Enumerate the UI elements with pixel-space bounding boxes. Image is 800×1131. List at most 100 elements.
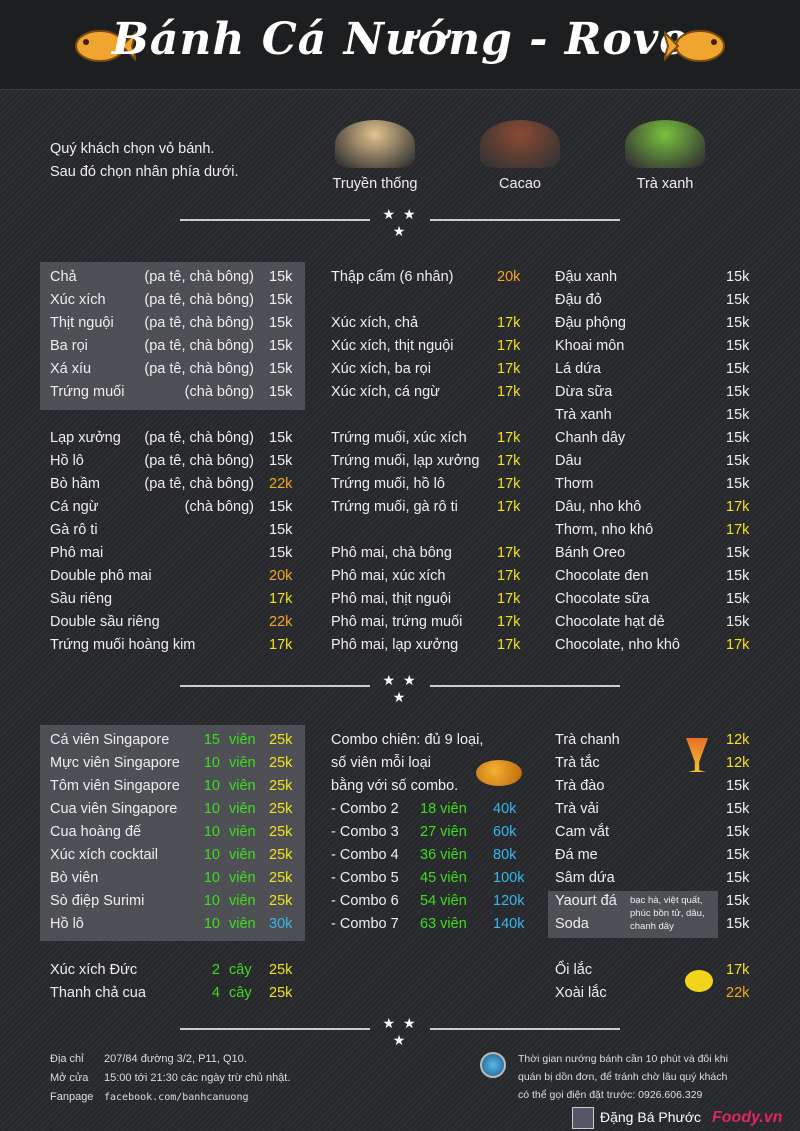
menu-item-price: 15k [269,269,293,285]
hours: 15:00 tới 21:30 các ngày trừ chủ nhật. [104,1072,291,1084]
combo-price: 120k [493,893,525,909]
menu-item-price: 15k [726,384,750,400]
menu-item-name: Bò viên [50,870,99,886]
divider-stars: ★ ★ ★ [180,672,620,705]
menu-item-price: 25k [269,824,293,840]
avatar[interactable] [572,1107,594,1129]
menu-item-name: Trà vải [555,801,599,817]
menu-item-name: Trứng muối hoàng kim [50,637,196,653]
menu-item-note: (pa tê, chà bông) [144,315,254,331]
fried-balls-icon [476,760,522,786]
menu-item-price: 15k [726,870,750,886]
menu-item-name: Xúc xích Đức [50,962,138,978]
crust-option[interactable]: Cacao [460,120,580,192]
crust-option[interactable]: Trà xanh [605,120,725,192]
menu-item-price: 15k [726,893,750,909]
menu-item-price: 22k [726,985,750,1001]
menu-item-price: 15k [726,916,750,932]
menu-item-price: 25k [269,732,293,748]
combo-intro: Combo chiên: đủ 9 loại, [331,732,484,748]
item-unit: viên [229,824,256,840]
menu-item-price: 15k [269,384,293,400]
menu-item-name: Chocolate đen [555,568,649,584]
fanpage-link[interactable]: facebook.com/banhcanuong [104,1092,249,1103]
combo-intro: số viên mỗi loại [331,755,431,771]
menu-item-price: 30k [269,916,293,932]
highlight-box [548,891,718,938]
menu-item-name: Trứng muối, hồ lô [331,476,445,492]
menu-item-name: Trà chanh [555,732,620,748]
menu-item-name: Dừa sữa [555,384,613,400]
menu-item-price: 17k [726,962,750,978]
item-quantity: 10 [203,778,220,794]
menu-item-price: 17k [497,476,521,492]
menu-item-name: Gà rô ti [50,522,98,538]
item-unit: cây [229,985,252,1001]
menu-item-price: 15k [269,361,293,377]
menu-item-price: 20k [497,269,521,285]
menu-item-name: Trứng muối [50,384,125,400]
menu-item-name: Xá xíu [50,361,92,377]
combo-name: - Combo 4 [331,847,399,863]
menu-item-name: Sò điệp Surimi [50,893,145,909]
menu-item-price: 25k [269,893,293,909]
fish-cake-icon [75,30,136,62]
combo-price: 40k [493,801,517,817]
item-quantity: 10 [203,755,220,771]
menu-item-name: Khoai môn [555,338,625,354]
menu-item-price: 17k [726,499,750,515]
menu-item-price: 12k [726,755,750,771]
item-quantity: 10 [203,870,220,886]
item-quantity: 2 [211,962,220,978]
menu-item-name: Mực viên Singapore [50,755,180,771]
crust-powder-image [625,120,705,168]
menu-item-name: Cá viên Singapore [50,732,170,748]
combo-count: 36 viên [420,847,467,863]
menu-item-price: 17k [497,384,521,400]
menu-item-price: 17k [497,315,521,331]
menu-item-price: 17k [497,568,521,584]
menu-item-name: Xúc xích [50,292,106,308]
divider-stars: ★ ★ ★ [180,1015,620,1048]
menu-item-price: 15k [726,568,750,584]
item-quantity: 10 [203,916,220,932]
menu-item-price: 17k [497,430,521,446]
menu-item-name: Trứng muối, xúc xích [331,430,467,446]
menu-item-price: 15k [269,499,293,515]
menu-item-name: Chocolate, nho khô [555,637,680,653]
menu-item-price: 17k [269,591,293,607]
yaourt-flavors: chanh dây [630,921,674,932]
foody-watermark: Foody.vn [712,1109,783,1126]
menu-item-note: (chà bông) [184,384,254,400]
crust-label: Truyền thống [332,176,418,192]
divider-line [430,219,620,221]
menu-item-name: Trà tắc [555,755,600,771]
menu-item-price: 25k [269,962,293,978]
clock-icon [480,1052,506,1078]
divider-line [430,685,620,687]
star-icon: ★ ★ ★ [382,672,418,705]
item-quantity: 10 [203,824,220,840]
menu-item-name: Trà đào [555,778,605,794]
crust-powder-image [480,120,560,168]
menu-item-name: Bò hầm [50,476,100,492]
highlight-box [40,725,305,941]
menu-item-price: 17k [497,545,521,561]
menu-item-name: Phô mai, trứng muối [331,614,463,630]
divider-line [180,219,370,221]
crust-option[interactable]: Truyền thống [315,120,435,192]
star-icon: ★ ★ ★ [382,1015,418,1048]
menu-item-price: 15k [726,269,750,285]
combo-name: - Combo 3 [331,824,399,840]
uploader-name[interactable]: Đặng Bá Phước [600,1109,702,1125]
menu-item-price: 15k [726,361,750,377]
menu-item-price: 22k [269,614,293,630]
item-quantity: 10 [203,801,220,817]
menu-item-name: Chanh dây [555,430,626,446]
menu-item-name: Dâu, nho khô [555,499,642,515]
crust-label: Trà xanh [636,176,694,192]
item-unit: viên [229,778,256,794]
menu-item-name: Xoài lắc [555,985,607,1001]
combo-price: 140k [493,916,525,932]
menu-item-name: Trà xanh [555,407,612,423]
